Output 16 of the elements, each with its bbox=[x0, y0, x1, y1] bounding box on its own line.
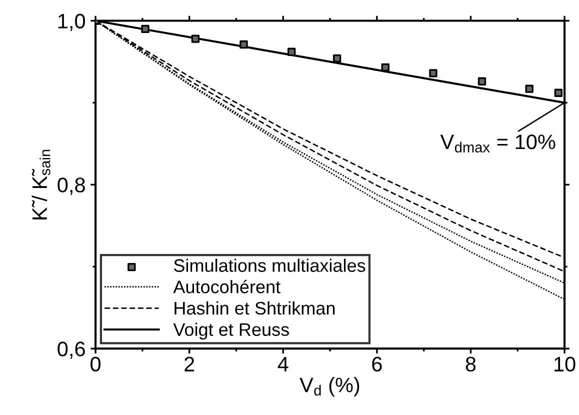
legend-label: Autocohérent bbox=[173, 280, 280, 294]
x-tick-label: 10 bbox=[554, 356, 576, 372]
y-tick-label: 0,8 bbox=[58, 178, 85, 195]
x-tick-label: 8 bbox=[466, 356, 476, 372]
x-tick-label: 2 bbox=[184, 356, 194, 372]
x-tick-label: 4 bbox=[278, 357, 288, 372]
y-tick-label: 0,6 bbox=[58, 342, 85, 359]
x-tick-label: 0 bbox=[90, 356, 101, 372]
annotation: V$_{dmax}$ = 10% bbox=[440, 134, 556, 152]
x-tick-label: 6 bbox=[372, 356, 382, 372]
legend-label: Voigt et Reuss bbox=[173, 322, 289, 340]
legend-label: Hashin et Shtrikman bbox=[174, 301, 335, 315]
x-axis-title: V$_{d}$ (%) bbox=[300, 377, 360, 396]
legend-label: Simulations multiaxiales bbox=[174, 258, 366, 272]
y-tick-label: 1,0 bbox=[58, 14, 85, 31]
y-axis-title: K̃ / K̃$_{sain}$ bbox=[32, 150, 50, 220]
